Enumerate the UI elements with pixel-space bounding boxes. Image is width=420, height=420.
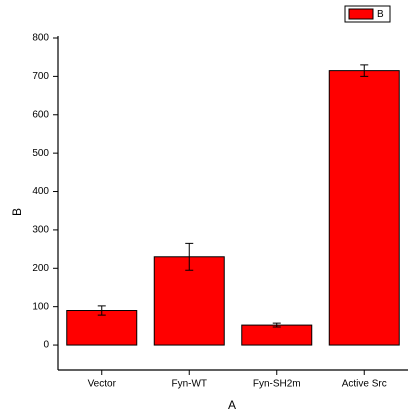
legend-label: B [377,9,384,20]
x-tick-label: Vector [88,379,117,390]
x-tick-label: Fyn-SH2m [253,379,301,390]
bar [66,310,138,346]
bar [153,256,225,346]
bar [241,324,313,346]
y-tick-label: 700 [32,71,49,82]
legend-swatch [348,8,374,20]
x-tick-label: Active Src [342,379,387,390]
y-tick-label: 100 [32,301,49,312]
y-tick-label: 800 [32,33,49,44]
y-tick-label: 0 [43,340,49,351]
error-bar [97,305,106,316]
y-tick-label: 500 [32,148,49,159]
y-axis-title: B [10,208,24,216]
error-bar [272,322,281,328]
error-bar [360,64,369,77]
x-axis-title: A [228,398,236,412]
y-tick-label: 600 [32,109,49,120]
error-bar [185,242,194,271]
x-tick-label: Fyn-WT [171,379,207,390]
y-tick-label: 200 [32,263,49,274]
y-tick-label: 300 [32,225,49,236]
y-tick-label: 400 [32,186,49,197]
bar [328,70,400,346]
